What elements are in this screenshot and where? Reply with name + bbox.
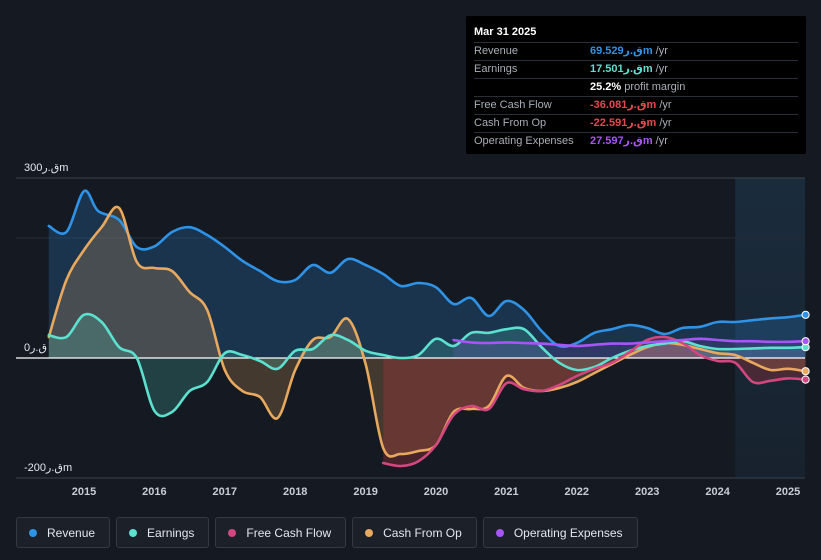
revenue-area bbox=[48, 190, 806, 358]
tooltip-label: Cash From Op bbox=[474, 117, 547, 129]
legend-label: Cash From Op bbox=[383, 525, 462, 540]
legend-label: Free Cash Flow bbox=[246, 525, 332, 540]
legend-item-earnings[interactable]: Earnings bbox=[116, 517, 210, 548]
series-lines bbox=[47, 189, 807, 468]
series-endpoints bbox=[801, 310, 810, 384]
tooltip-date: Mar 31 2025 bbox=[474, 26, 537, 38]
y-tick-label-bottom: -200ق.ر‏m bbox=[24, 462, 72, 474]
x-axis: 2015 2016 2017 2018 2019 2020 2021 2022 2023 2024… bbox=[72, 486, 800, 498]
legend-label: Operating Expenses bbox=[513, 525, 623, 540]
tooltip-value: -22.591ق.ر‏m bbox=[590, 117, 657, 129]
earnings-area bbox=[48, 314, 806, 417]
legend-item-operating-expenses[interactable]: Operating Expenses bbox=[482, 517, 638, 548]
forecast-region bbox=[735, 178, 805, 478]
x-tick-label-2017: 2017 bbox=[213, 486, 237, 498]
tooltip-unit: /yr bbox=[655, 63, 668, 75]
legend-dot-icon bbox=[129, 528, 138, 537]
tooltip-unit: /yr bbox=[655, 45, 668, 57]
legend-item-revenue[interactable]: Revenue bbox=[16, 517, 111, 548]
revenue-end-point bbox=[801, 310, 810, 319]
y-tick-label-zero: 0ق.ر‏ bbox=[24, 342, 47, 354]
cash-from-op-end-point bbox=[801, 367, 810, 376]
legend-dot-icon bbox=[365, 528, 374, 537]
tooltip-unit: profit margin bbox=[624, 81, 686, 93]
tooltip-label: Earnings bbox=[474, 63, 518, 75]
cash-from-op-line bbox=[47, 205, 807, 458]
tooltip-value: 69.529ق.ر‏m bbox=[590, 45, 653, 57]
cash-from-op-area bbox=[48, 206, 806, 457]
tooltip-row-free-cash-flow: Free Cash Flow -36.081ق.ر‏m /yr bbox=[474, 96, 798, 114]
x-tick-label-2016: 2016 bbox=[142, 486, 166, 498]
revenue-line bbox=[47, 189, 807, 348]
free-cash-flow-end-point bbox=[801, 375, 810, 384]
tooltip-unit: /yr bbox=[659, 117, 672, 129]
legend: Revenue Earnings Free Cash Flow Cash Fro… bbox=[16, 517, 638, 548]
tooltip-value: 25.2% bbox=[590, 81, 622, 93]
x-tick-label-2020: 2020 bbox=[424, 486, 448, 498]
tooltip-label: Free Cash Flow bbox=[474, 99, 552, 111]
tooltip-row-revenue: Revenue 69.529ق.ر‏m /yr bbox=[474, 42, 798, 60]
tooltip-label bbox=[474, 79, 590, 96]
legend-dot-icon bbox=[228, 528, 237, 537]
x-tick-label-2015: 2015 bbox=[72, 486, 96, 498]
tooltip-row-operating-expenses: Operating Expenses 27.597ق.ر‏m /yr bbox=[474, 132, 798, 150]
x-tick-label-2025: 2025 bbox=[776, 486, 800, 498]
tooltip-value: -36.081ق.ر‏m bbox=[590, 99, 657, 111]
y-tick-label-top: 300ق.ر‏m bbox=[24, 162, 68, 174]
legend-dot-icon bbox=[29, 528, 37, 537]
tooltip-row-cash-from-op: Cash From Op -22.591ق.ر‏m /yr bbox=[474, 114, 798, 132]
x-tick-label-2018: 2018 bbox=[283, 486, 307, 498]
x-tick-label-2023: 2023 bbox=[635, 486, 659, 498]
legend-item-free-cash-flow[interactable]: Free Cash Flow bbox=[215, 517, 347, 548]
x-tick-label-2022: 2022 bbox=[565, 486, 589, 498]
operating-expenses-line bbox=[452, 337, 807, 348]
chart: 300ق.ر‏m 0ق.ر‏ -200ق.ر‏m 2015 2016 2017 201… bbox=[16, 162, 810, 498]
tooltip-label: Operating Expenses bbox=[474, 135, 574, 147]
tooltip-row-profit-margin: 25.2% profit margin bbox=[474, 78, 798, 96]
legend-label: Earnings bbox=[147, 525, 195, 540]
x-tick-label-2024: 2024 bbox=[705, 486, 730, 498]
x-tick-label-2019: 2019 bbox=[353, 486, 377, 498]
operating-expenses-end-point bbox=[801, 337, 810, 346]
tooltip-unit: /yr bbox=[655, 135, 668, 147]
x-tick-label-2021: 2021 bbox=[494, 486, 518, 498]
tooltip-row-earnings: Earnings 17.501ق.ر‏m /yr bbox=[474, 60, 798, 78]
tooltip-panel: Mar 31 2025 Revenue 69.529ق.ر‏m /yr Earn… bbox=[466, 16, 806, 154]
legend-item-cash-from-op[interactable]: Cash From Op bbox=[352, 517, 477, 548]
legend-label: Revenue bbox=[47, 525, 96, 540]
tooltip-value: 17.501ق.ر‏m bbox=[590, 63, 653, 75]
legend-dot-icon bbox=[495, 528, 504, 537]
tooltip-value: 27.597ق.ر‏m bbox=[590, 135, 653, 147]
free-cash-flow-line bbox=[381, 335, 807, 468]
tooltip-unit: /yr bbox=[659, 99, 672, 111]
free-cash-flow-area bbox=[383, 336, 806, 467]
tooltip-label: Revenue bbox=[474, 45, 519, 57]
